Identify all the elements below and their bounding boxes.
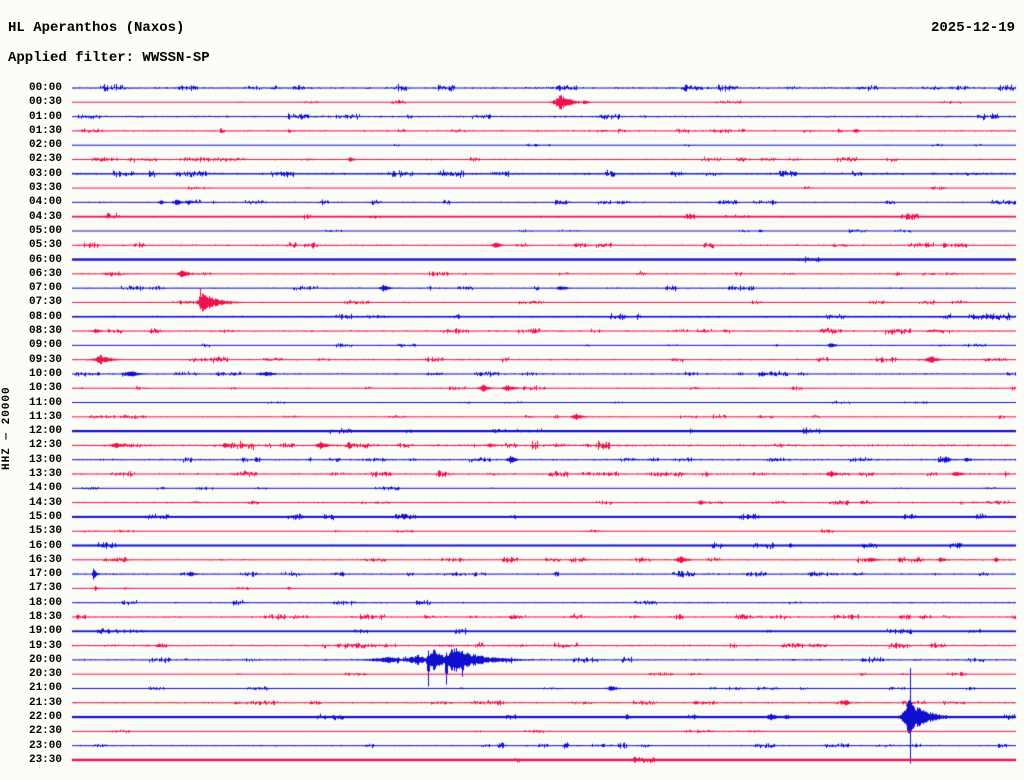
time-label: 04:00	[28, 196, 62, 209]
time-label: 12:30	[28, 439, 62, 452]
time-label: 18:00	[28, 596, 62, 609]
time-label: 20:00	[28, 653, 62, 666]
time-label: 00:00	[28, 82, 62, 94]
time-label: 02:30	[28, 153, 62, 166]
time-label: 13:30	[28, 468, 62, 481]
filter-label: Applied filter: WWSSN-SP	[8, 50, 210, 66]
time-label: 05:30	[28, 239, 62, 252]
time-label: 10:00	[28, 367, 62, 380]
time-label: 12:00	[28, 425, 62, 438]
station-title: HL Aperanthos (Naxos)	[8, 20, 185, 36]
time-label: 07:30	[28, 296, 62, 309]
time-label: 22:00	[28, 711, 62, 724]
time-label: 03:00	[28, 167, 62, 180]
time-label: 22:30	[28, 725, 62, 738]
time-label: 03:30	[28, 182, 62, 195]
time-label: 06:00	[28, 253, 62, 266]
time-label: 02:00	[28, 139, 62, 152]
time-label: 04:30	[28, 210, 62, 223]
time-label: 08:30	[28, 325, 62, 338]
time-label: 10:30	[28, 382, 62, 395]
time-label: 20:30	[28, 668, 62, 681]
time-label: 14:00	[28, 482, 62, 495]
time-label: 05:00	[28, 224, 62, 237]
time-label: 19:30	[28, 639, 62, 652]
plot-date: 2025-12-19	[930, 20, 1015, 36]
time-label: 09:00	[28, 339, 62, 352]
time-label: 21:30	[28, 696, 62, 709]
time-label: 00:30	[28, 96, 62, 109]
time-label: 16:30	[28, 553, 62, 566]
time-label: 11:00	[28, 396, 62, 409]
time-label: 23:00	[28, 739, 62, 752]
time-label: 08:00	[28, 310, 62, 323]
time-label: 13:00	[28, 453, 62, 466]
time-label: 11:30	[28, 410, 62, 423]
time-label: 19:00	[28, 625, 62, 638]
time-label: 21:00	[28, 682, 62, 695]
time-label: 18:30	[28, 610, 62, 623]
time-label: 23:30	[28, 753, 62, 766]
time-label: 06:30	[28, 267, 62, 280]
time-label: 17:00	[28, 568, 62, 581]
time-label: 09:30	[28, 353, 62, 366]
time-label: 16:00	[28, 539, 62, 552]
time-label: 17:30	[28, 582, 62, 595]
time-label: 15:30	[28, 525, 62, 538]
time-label: 14:30	[28, 496, 62, 509]
time-label: 15:00	[28, 510, 62, 523]
time-label: 01:00	[28, 110, 62, 123]
time-label: 07:00	[28, 282, 62, 295]
time-label: 01:30	[28, 124, 62, 137]
